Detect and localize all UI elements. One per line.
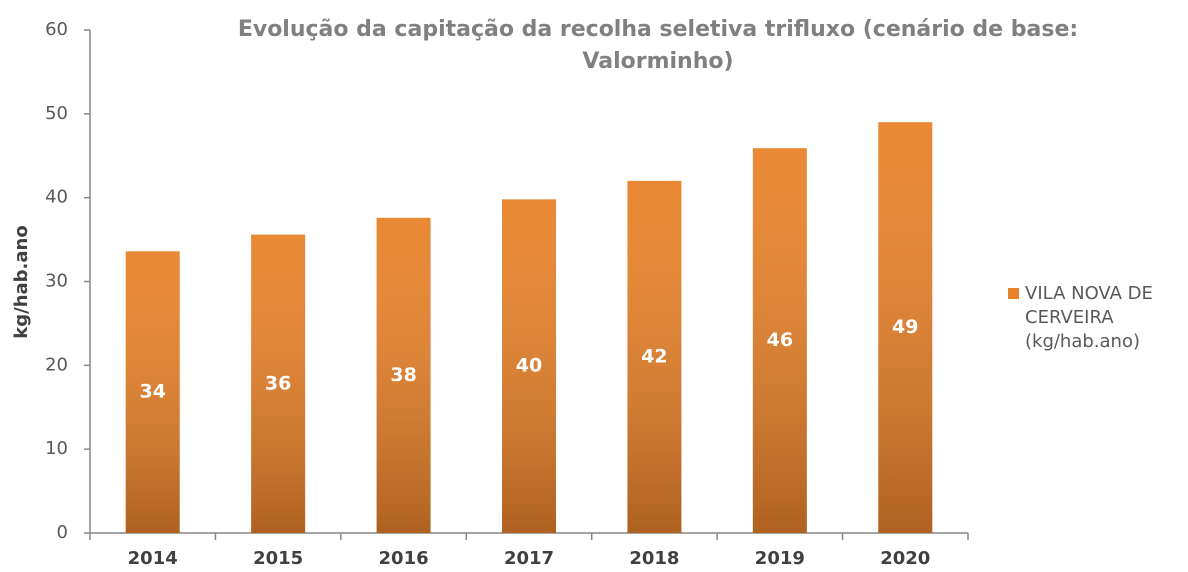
x-tick-label: 2014	[128, 548, 178, 569]
bar-shade	[376, 217, 431, 533]
value-label: 42	[641, 345, 667, 367]
x-tick-label: 2017	[504, 548, 554, 569]
bar-shade	[627, 180, 682, 533]
legend-swatch	[1008, 288, 1019, 299]
value-label: 34	[139, 381, 165, 403]
x-tick-label: 2018	[629, 548, 679, 569]
y-tick-label: 60	[45, 19, 68, 40]
y-axis-label: kg/hab.ano	[11, 225, 32, 338]
value-label: 49	[892, 316, 918, 338]
y-tick-label: 20	[45, 354, 68, 375]
y-tick-label: 40	[45, 187, 68, 208]
legend-label: VILA NOVA DE CERVEIRA (kg/hab.ano)	[1025, 283, 1153, 352]
y-tick-label: 0	[57, 522, 68, 543]
bar-shade	[502, 199, 556, 534]
bar-shade	[125, 251, 180, 533]
x-tick-label: 2015	[253, 548, 303, 569]
value-label: 36	[265, 372, 291, 394]
y-tick-label: 30	[45, 271, 68, 292]
y-tick-label: 10	[45, 438, 68, 459]
x-tick-label: 2020	[880, 548, 930, 569]
value-label: 40	[516, 355, 542, 377]
x-tick-label: 2016	[379, 548, 429, 569]
x-tick-label: 2019	[755, 548, 805, 569]
y-tick-label: 50	[45, 103, 68, 124]
bar-shade	[878, 122, 933, 533]
chart-title: Evolução da capitação da recolha seletiv…	[237, 17, 1079, 74]
bar-shade	[251, 234, 306, 533]
value-label: 38	[390, 364, 416, 386]
legend: VILA NOVA DE CERVEIRA (kg/hab.ano)	[1008, 282, 1183, 354]
bar-shade	[752, 148, 807, 533]
value-label: 46	[767, 329, 793, 351]
